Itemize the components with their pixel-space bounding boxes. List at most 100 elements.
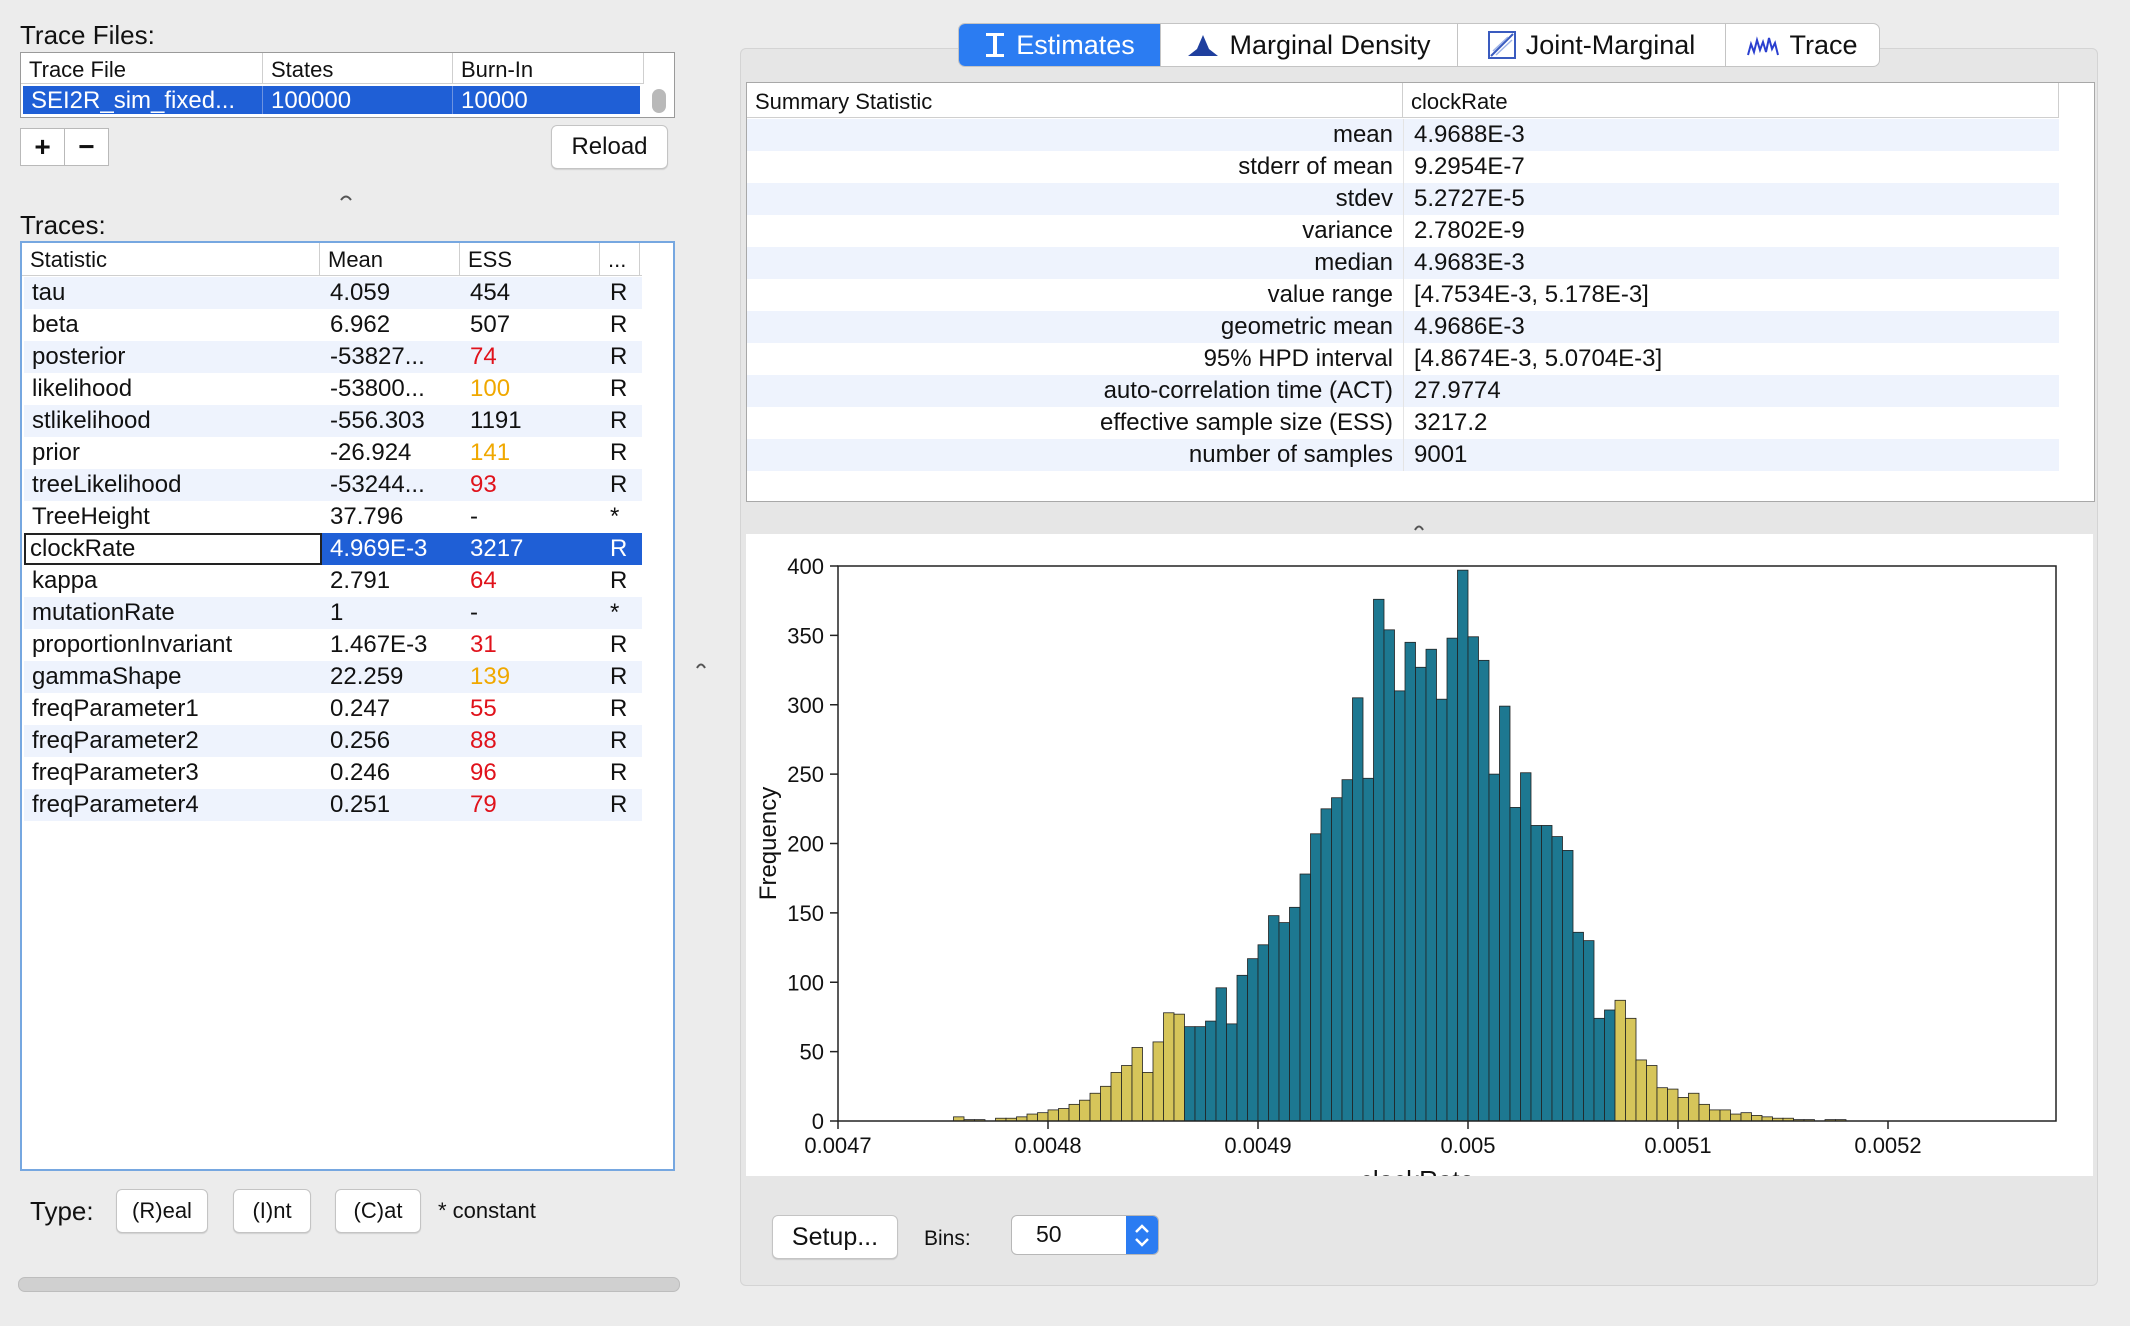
chart-split-handle-icon[interactable] bbox=[1414, 518, 1424, 531]
trace-row-freqParameter2[interactable]: freqParameter2 0.256 88 R bbox=[24, 725, 642, 757]
col-burn-in[interactable]: Burn-In bbox=[453, 53, 644, 83]
trace-name: posterior bbox=[32, 343, 126, 370]
histogram-bar bbox=[1698, 1103, 1710, 1122]
tab-marginal-density[interactable]: Marginal Density bbox=[1161, 24, 1458, 66]
trace-files-scrollbar[interactable] bbox=[652, 89, 666, 113]
summary-row[interactable]: value range [4.7534E-3, 5.178E-3] bbox=[747, 279, 2059, 311]
summary-table[interactable]: Summary Statistic clockRate mean 4.9688E-… bbox=[746, 82, 2095, 502]
trace-row-freqParameter3[interactable]: freqParameter3 0.246 96 R bbox=[24, 757, 642, 789]
trace-file-burnin[interactable]: 10000 bbox=[461, 87, 528, 114]
trace-files-table[interactable]: Trace File States Burn-In SEI2R_sim_fixe… bbox=[20, 52, 675, 118]
x-tick-label: 0.0049 bbox=[1224, 1133, 1291, 1158]
summary-row[interactable]: stderr of mean 9.2954E-7 bbox=[747, 151, 2059, 183]
summary-key: variance bbox=[1302, 217, 1393, 244]
summary-value: 9.2954E-7 bbox=[1403, 151, 2059, 183]
real-type-button[interactable]: (R)eal bbox=[116, 1189, 208, 1233]
reload-button[interactable]: Reload bbox=[551, 125, 668, 169]
trace-ess: 88 bbox=[470, 727, 497, 754]
histogram-bar bbox=[1310, 833, 1322, 1122]
trace-ess: 55 bbox=[470, 695, 497, 722]
y-tick-label: 100 bbox=[787, 970, 824, 995]
trace-row-freqParameter4[interactable]: freqParameter4 0.251 79 R bbox=[24, 789, 642, 821]
trace-row-treeLikelihood[interactable]: treeLikelihood -53244... 93 R bbox=[24, 469, 642, 501]
trace-type: * bbox=[610, 599, 620, 626]
histogram-bar bbox=[1058, 1108, 1070, 1122]
summary-row[interactable]: auto-correlation time (ACT) 27.9774 bbox=[747, 375, 2059, 407]
trace-row-posterior[interactable]: posterior -53827... 74 R bbox=[24, 341, 642, 373]
estimates-icon bbox=[986, 33, 1005, 57]
col-mean[interactable]: Mean bbox=[320, 243, 460, 275]
summary-header: Summary Statistic clockRate bbox=[747, 83, 2059, 118]
trace-file-row[interactable]: SEI2R_sim_fixed... 100000 10000 bbox=[23, 86, 640, 114]
trace-name: tau bbox=[32, 279, 66, 306]
trace-name: clockRate bbox=[24, 533, 322, 565]
trace-row-TreeHeight[interactable]: TreeHeight 37.796 - * bbox=[24, 501, 642, 533]
remove-trace-button[interactable]: − bbox=[64, 129, 108, 165]
trace-row-likelihood[interactable]: likelihood -53800... 100 R bbox=[24, 373, 642, 405]
trace-type: R bbox=[610, 279, 628, 306]
summary-row[interactable]: median 4.9683E-3 bbox=[747, 247, 2059, 279]
split-handle-icon[interactable] bbox=[340, 188, 352, 201]
histogram-bar bbox=[1383, 629, 1395, 1122]
trace-mean: 2.791 bbox=[330, 567, 391, 594]
summary-value: [4.8674E-3, 5.0704E-3] bbox=[1403, 343, 2059, 375]
x-axis-label: clockRate bbox=[1360, 1165, 1474, 1176]
summary-row[interactable]: 95% HPD interval [4.8674E-3, 5.0704E-3] bbox=[747, 343, 2059, 375]
trace-mean: 4.969E-3 bbox=[330, 535, 428, 562]
trace-row-gammaShape[interactable]: gammaShape 22.259 139 R bbox=[24, 661, 642, 693]
tab-estimates-label: Estimates bbox=[1016, 29, 1135, 60]
trace-row-kappa[interactable]: kappa 2.791 64 R bbox=[24, 565, 642, 597]
int-type-button[interactable]: (I)nt bbox=[233, 1189, 311, 1233]
y-tick-label: 200 bbox=[787, 832, 824, 857]
col-ess[interactable]: ESS bbox=[460, 243, 600, 275]
histogram-bar bbox=[1677, 1097, 1689, 1122]
setup-button[interactable]: Setup... bbox=[772, 1215, 898, 1259]
trace-file-states: 100000 bbox=[263, 86, 453, 114]
trace-row-clockRate[interactable]: clockRate 4.969E-3 3217 R bbox=[24, 533, 642, 565]
trace-ess: 507 bbox=[470, 311, 511, 338]
summary-row[interactable]: stdev 5.2727E-5 bbox=[747, 183, 2059, 215]
trace-name: likelihood bbox=[32, 375, 133, 402]
y-tick-label: 350 bbox=[787, 623, 824, 648]
bins-stepper-icon[interactable] bbox=[1126, 1216, 1158, 1254]
col-clockrate[interactable]: clockRate bbox=[1403, 83, 2059, 117]
trace-row-beta[interactable]: beta 6.962 507 R bbox=[24, 309, 642, 341]
trace-row-tau[interactable]: tau 4.059 454 R bbox=[24, 277, 642, 309]
trace-row-mutationRate[interactable]: mutationRate 1 - * bbox=[24, 597, 642, 629]
col-states[interactable]: States bbox=[263, 53, 453, 83]
horizontal-scrollbar[interactable] bbox=[18, 1277, 680, 1292]
tab-joint-marginal[interactable]: Joint-Marginal bbox=[1458, 24, 1726, 66]
col-statistic[interactable]: Statistic bbox=[22, 243, 320, 275]
trace-row-prior[interactable]: prior -26.924 141 R bbox=[24, 437, 642, 469]
summary-row[interactable]: mean 4.9688E-3 bbox=[747, 119, 2059, 151]
summary-key: stderr of mean bbox=[1238, 153, 1393, 180]
col-type[interactable]: ... bbox=[600, 243, 640, 275]
trace-mean: -26.924 bbox=[330, 439, 412, 466]
trace-type: R bbox=[610, 343, 628, 370]
trace-type: R bbox=[610, 535, 628, 562]
histogram-bar bbox=[1740, 1112, 1752, 1122]
trace-row-stlikelihood[interactable]: stlikelihood -556.303 1191 R bbox=[24, 405, 642, 437]
tab-trace[interactable]: Trace bbox=[1726, 24, 1879, 66]
divider-handle-icon[interactable] bbox=[696, 656, 706, 669]
summary-row[interactable]: geometric mean 4.9686E-3 bbox=[747, 311, 2059, 343]
cat-type-button[interactable]: (C)at bbox=[335, 1189, 421, 1233]
trace-ess: 3217 bbox=[470, 535, 524, 562]
trace-row-freqParameter1[interactable]: freqParameter1 0.247 55 R bbox=[24, 693, 642, 725]
col-trace-file[interactable]: Trace File bbox=[21, 53, 263, 83]
trace-row-proportionInvariant[interactable]: proportionInvariant 1.467E-3 31 R bbox=[24, 629, 642, 661]
add-trace-button[interactable]: + bbox=[34, 131, 51, 162]
trace-ess: 96 bbox=[470, 759, 497, 786]
col-summary-statistic[interactable]: Summary Statistic bbox=[747, 83, 1403, 117]
histogram-bar bbox=[1299, 873, 1311, 1122]
tab-estimates[interactable]: Estimates bbox=[959, 24, 1161, 66]
density-icon bbox=[1188, 35, 1219, 56]
bins-select[interactable]: 50 bbox=[1011, 1215, 1159, 1255]
histogram-bar bbox=[1037, 1112, 1049, 1122]
summary-row[interactable]: number of samples 9001 bbox=[747, 439, 2059, 471]
summary-row[interactable]: variance 2.7802E-9 bbox=[747, 215, 2059, 247]
trace-icon bbox=[1747, 36, 1780, 56]
summary-row[interactable]: effective sample size (ESS) 3217.2 bbox=[747, 407, 2059, 439]
histogram-bar bbox=[1520, 772, 1532, 1122]
